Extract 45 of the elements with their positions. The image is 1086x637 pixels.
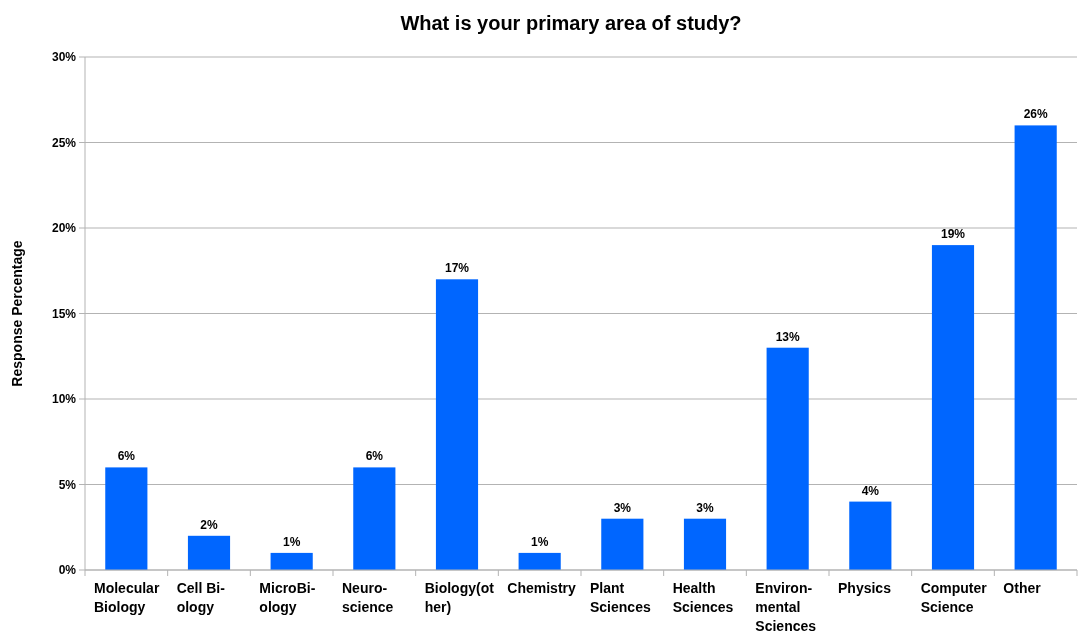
data-label: 17% [444, 261, 470, 276]
data-label: 1% [530, 534, 549, 549]
data-label: 6% [117, 449, 136, 464]
x-tick-label: Molecular Biology [94, 580, 160, 615]
y-tick-label: 30% [51, 50, 77, 64]
x-tick-label: Health Sciences [672, 580, 734, 615]
y-tick-label: 20% [51, 221, 77, 235]
bar [270, 552, 313, 570]
bar [683, 518, 727, 570]
bar [1014, 125, 1057, 570]
x-tick-label: Other [1003, 580, 1042, 596]
data-label: 4% [861, 483, 880, 498]
x-tick-label: Computer Science [920, 580, 988, 615]
bar [849, 501, 892, 570]
y-tick-label: 25% [51, 135, 77, 150]
y-tick-label: 0% [58, 563, 77, 577]
bar [353, 467, 396, 570]
y-tick-label: 15% [51, 306, 77, 321]
data-label: 1% [282, 534, 301, 549]
data-label: 6% [365, 449, 384, 464]
x-tick-label: Plant Sciences [590, 580, 651, 615]
data-label: 19% [940, 227, 966, 242]
x-tick-label: Neuro- science [342, 580, 394, 615]
x-tick-label: Biology(ot her) [424, 580, 495, 615]
x-tick-label: MicroBi- ology [259, 580, 316, 615]
y-axis-title: Response Percentage [9, 240, 25, 387]
data-label: 3% [696, 500, 714, 515]
bar [435, 279, 479, 570]
data-label: 3% [613, 500, 632, 515]
bar [931, 245, 975, 570]
chart-title: What is your primary area of study? [400, 12, 742, 34]
data-label: 13% [775, 329, 800, 344]
y-tick-label: 10% [51, 392, 77, 406]
bar [518, 552, 561, 570]
bar [187, 535, 231, 570]
x-tick-label: Physics [838, 580, 892, 596]
data-label: 26% [1023, 107, 1048, 122]
y-tick-label: 5% [58, 477, 77, 492]
x-tick-label: Chemistry [507, 580, 577, 596]
bar [105, 467, 148, 570]
data-label: 2% [200, 517, 218, 532]
x-tick-label: Cell Bi- ology [176, 580, 226, 615]
bar [766, 347, 809, 570]
x-tick-label: Environ- mental Sciences [755, 580, 817, 634]
bar [601, 518, 644, 570]
